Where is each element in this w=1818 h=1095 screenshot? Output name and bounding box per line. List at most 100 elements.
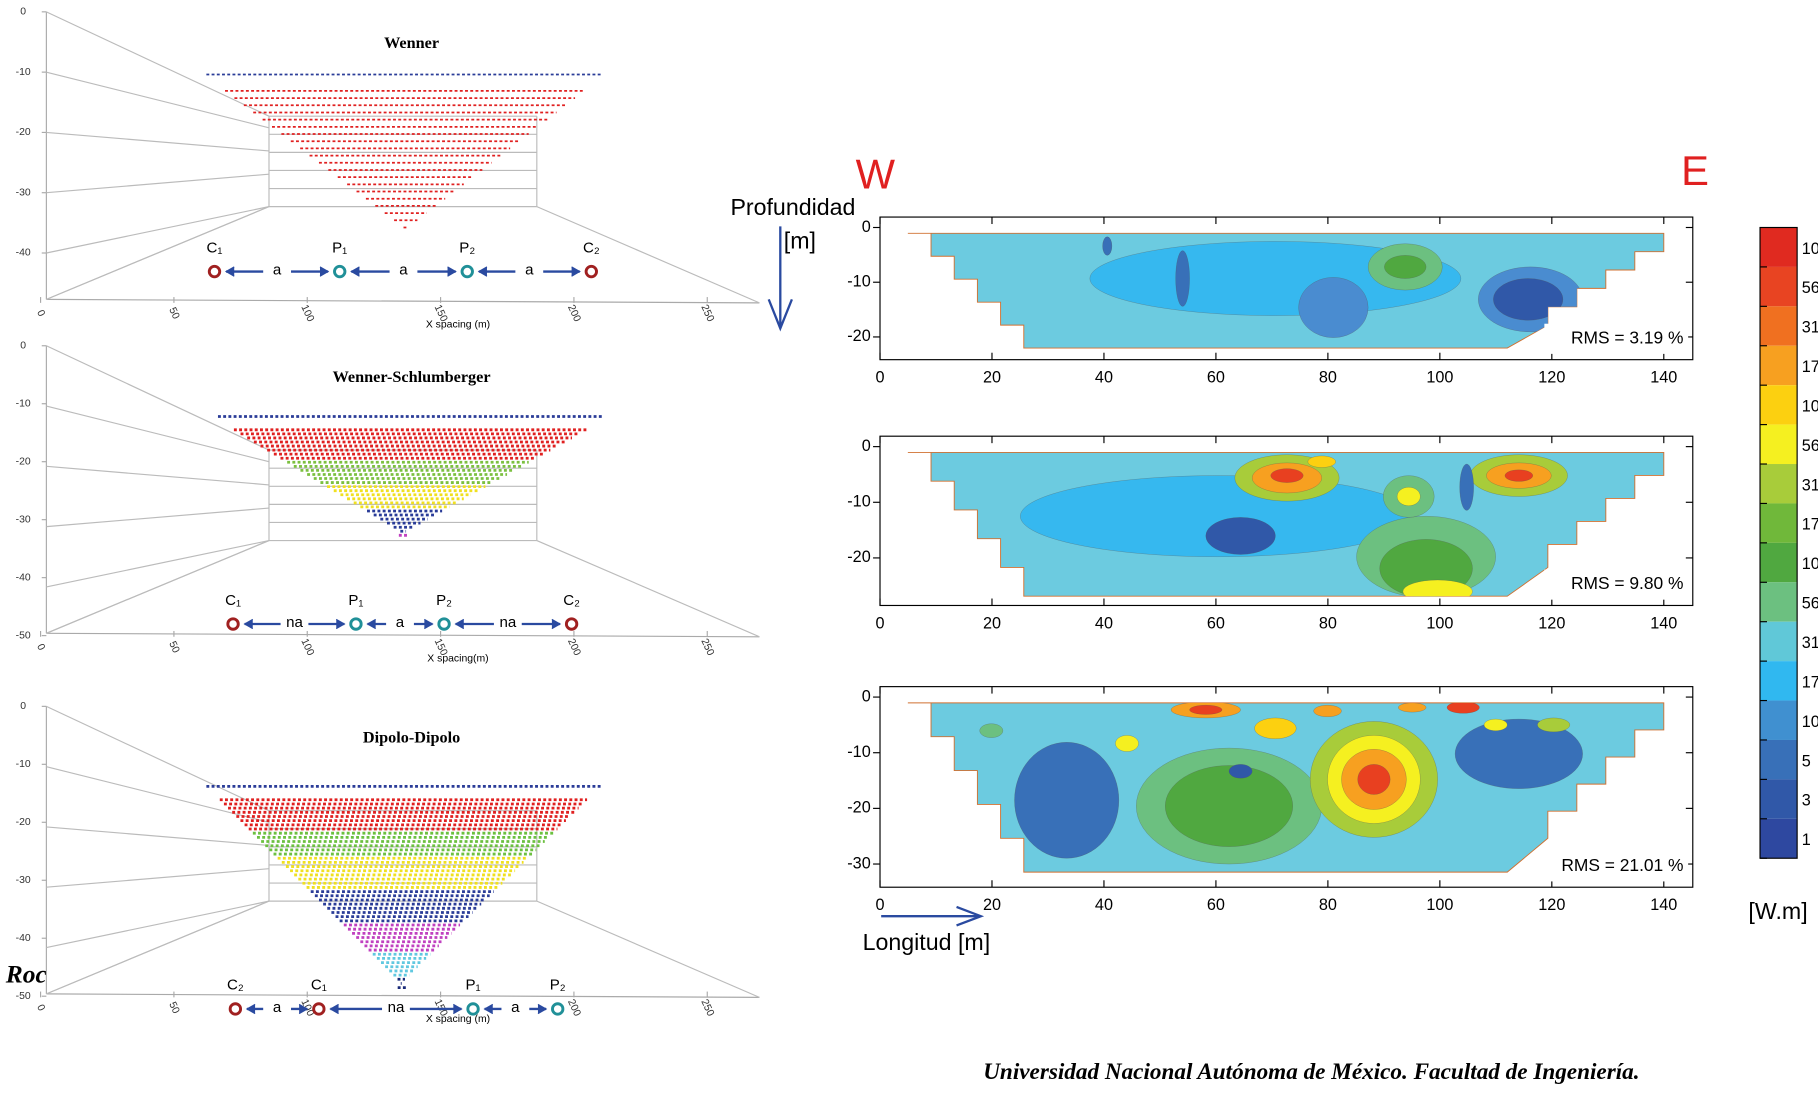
section-contours bbox=[1020, 454, 1568, 597]
electrode bbox=[564, 617, 579, 631]
y-tick-label: 0 bbox=[862, 218, 871, 236]
institution: Universidad Nacional Autónoma de México.… bbox=[983, 1059, 1639, 1085]
contour-region bbox=[1307, 455, 1336, 468]
spacing-label: a bbox=[511, 999, 520, 1016]
colorbar-segment bbox=[1760, 739, 1798, 780]
x-tick-label: 120 bbox=[1538, 896, 1565, 914]
electrode bbox=[349, 617, 363, 631]
electrode-label: C₂ bbox=[583, 239, 600, 256]
y-tick-label: -20 bbox=[847, 548, 870, 566]
spacing-label: a bbox=[273, 999, 282, 1016]
y-tick-label: 0 bbox=[20, 7, 26, 18]
x-tick-label: 100 bbox=[1426, 614, 1453, 632]
colorbar-unit: [W.m] bbox=[1748, 898, 1807, 924]
contour-region bbox=[1483, 718, 1508, 731]
x-tick-label: 20 bbox=[983, 369, 1001, 387]
y-tick-label: -20 bbox=[847, 799, 870, 817]
x-tick-label: 100 bbox=[1426, 896, 1453, 914]
y-tick-label: 0 bbox=[20, 701, 26, 712]
y-tick-label: 0 bbox=[862, 687, 871, 705]
axis-line bbox=[46, 632, 760, 638]
frame-line bbox=[46, 131, 270, 152]
x-tick-label: 120 bbox=[1538, 369, 1565, 387]
spacing-arrowhead bbox=[447, 266, 457, 277]
electrode-label: C₁ bbox=[311, 977, 327, 994]
contour-region bbox=[1357, 764, 1391, 795]
x-tick-label: 100 bbox=[298, 303, 315, 324]
colorbar-label: 31 bbox=[1802, 634, 1818, 652]
colorbar-label: 31 bbox=[1802, 476, 1818, 494]
electrode bbox=[437, 617, 451, 631]
contour-region bbox=[1504, 469, 1534, 482]
x-tick-label: 100 bbox=[1426, 369, 1453, 387]
x-tick-label: 120 bbox=[1538, 614, 1565, 632]
spacing-arrowhead bbox=[483, 1003, 494, 1015]
frame-line bbox=[536, 900, 760, 998]
colorbar-segment bbox=[1760, 661, 1798, 701]
colorbar-segment bbox=[1760, 464, 1798, 504]
rms-label: RMS = 21.01 % bbox=[1561, 855, 1683, 875]
colorbar-label: 10 bbox=[1802, 713, 1818, 731]
y-tick-label: -50 bbox=[16, 991, 31, 1002]
contour-region bbox=[1270, 468, 1304, 483]
spacing-arrowhead bbox=[243, 618, 254, 630]
x-tick-label: 50 bbox=[166, 306, 181, 321]
colorbar-label: 10 bbox=[1802, 240, 1818, 258]
colorbar-segment bbox=[1760, 345, 1798, 386]
spacing-arrowhead bbox=[224, 266, 235, 277]
depth-arrowhead bbox=[767, 298, 793, 332]
y-tick-label: 0 bbox=[20, 341, 26, 352]
electrode-label: P₂ bbox=[550, 977, 566, 994]
colorbar-segment bbox=[1760, 424, 1798, 465]
colorbar-label: 17 bbox=[1802, 516, 1818, 534]
electrode bbox=[460, 264, 474, 279]
electrode bbox=[207, 264, 222, 279]
spacing-arrowhead bbox=[477, 266, 488, 277]
contour-region bbox=[1228, 764, 1253, 779]
x-tick-label: 0 bbox=[34, 642, 47, 652]
x-tick-label: 0 bbox=[34, 308, 47, 318]
contour-region bbox=[1205, 517, 1276, 555]
x-tick-label: 200 bbox=[565, 998, 582, 1019]
x-tick-label: 60 bbox=[1207, 896, 1225, 914]
spacing-arrowhead bbox=[571, 266, 581, 277]
electrode-label: P₁ bbox=[332, 239, 347, 256]
x-tick-label: 50 bbox=[166, 1000, 181, 1015]
contour-region bbox=[1396, 486, 1421, 506]
x-tick-label: 140 bbox=[1650, 614, 1677, 632]
plot-frame bbox=[879, 686, 1694, 888]
frame-line bbox=[46, 539, 270, 588]
y-tick-label: -20 bbox=[847, 327, 870, 345]
spacing-arrowhead bbox=[537, 1003, 548, 1015]
frame-line bbox=[536, 540, 760, 638]
y-tick-label: -40 bbox=[16, 933, 31, 944]
colorbar-segment bbox=[1760, 385, 1798, 425]
spacing-arrowhead bbox=[319, 266, 330, 277]
frame-line bbox=[46, 405, 270, 463]
contour-region bbox=[1115, 735, 1139, 752]
x-tick-label: 250 bbox=[698, 998, 715, 1019]
y-tick-label: -10 bbox=[16, 67, 31, 78]
spacing-arrowhead bbox=[424, 618, 434, 630]
x-tick-label: 200 bbox=[565, 303, 582, 324]
contour-region bbox=[1402, 579, 1473, 597]
spacing-arrowhead bbox=[453, 1003, 463, 1015]
x-tick-label: 0 bbox=[875, 369, 884, 387]
electrode bbox=[228, 1002, 243, 1016]
rms-label: RMS = 9.80 % bbox=[1571, 573, 1684, 593]
colorbar-segment bbox=[1760, 621, 1798, 662]
electrode bbox=[551, 1002, 565, 1016]
contour-region bbox=[1454, 718, 1583, 789]
frame-line bbox=[46, 766, 270, 823]
colorbar-label: 10 bbox=[1802, 555, 1818, 573]
length-label: Longitud [m] bbox=[863, 929, 991, 955]
west-label: W bbox=[856, 151, 896, 198]
frame-line bbox=[46, 868, 270, 888]
x-tick-label: 140 bbox=[1650, 369, 1677, 387]
frame-line bbox=[536, 206, 760, 304]
frame-line bbox=[46, 540, 270, 634]
electrode bbox=[584, 264, 598, 279]
x-tick-label: 20 bbox=[983, 614, 1001, 632]
section-contours bbox=[979, 702, 1583, 865]
